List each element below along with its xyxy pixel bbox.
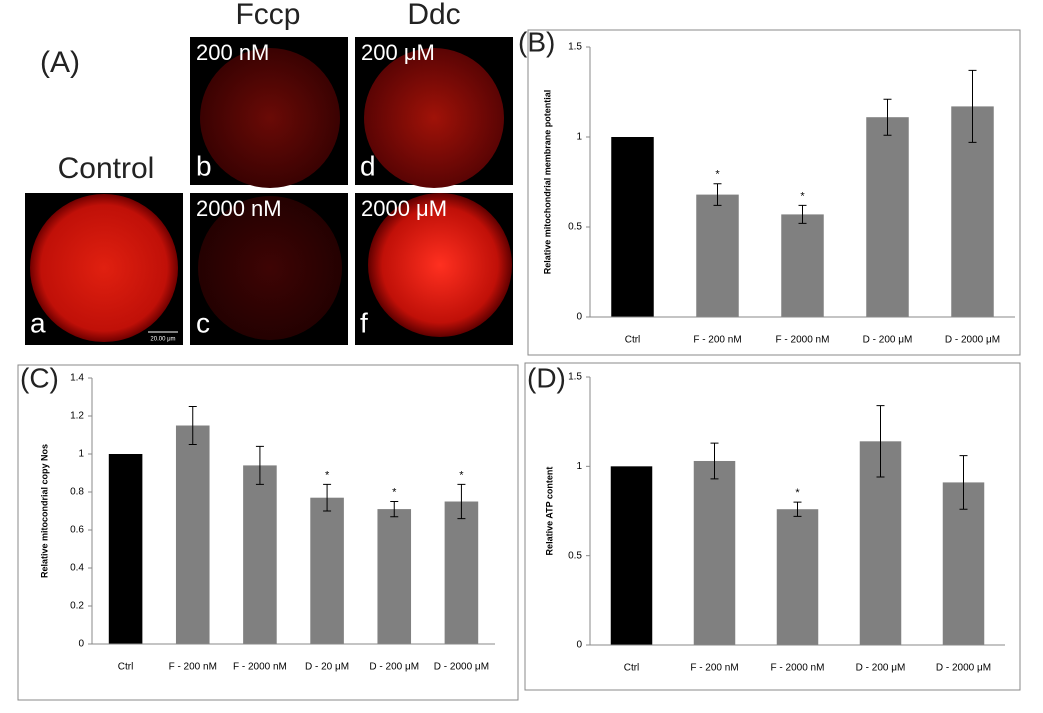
y-tick-label: 1.5 <box>568 372 582 383</box>
x-tick-label: D - 2000 μM <box>945 335 1000 346</box>
x-tick-label: F - 200 nM <box>169 662 217 673</box>
y-axis-title: Relative mitochondrial membrane potentia… <box>542 90 552 275</box>
significance-mark: * <box>800 190 805 202</box>
panel-label: (A) <box>40 46 80 79</box>
y-tick-label: 0 <box>576 640 582 651</box>
y-tick-label: 0.2 <box>70 601 84 612</box>
x-tick-label: D - 200 μM <box>856 663 906 674</box>
panel-frame <box>17 364 519 701</box>
x-tick-label: D - 200 μM <box>863 335 913 346</box>
bar <box>175 425 210 644</box>
error-bar <box>188 406 197 445</box>
bar <box>444 501 479 644</box>
y-axis-title: Relative mitocondrial copy Nos <box>39 444 49 578</box>
significance-mark: * <box>325 469 330 481</box>
x-tick-label: F - 200 nM <box>690 663 738 674</box>
y-tick-label: 0.5 <box>568 550 582 561</box>
error-bar <box>959 455 968 510</box>
error-bar <box>457 483 466 520</box>
image-a: 20.00 μm a <box>25 193 183 345</box>
image-letter: f <box>360 307 368 338</box>
panel-frame <box>524 362 1021 691</box>
x-tick-label: D - 2000 μM <box>434 662 489 673</box>
error-bar <box>968 69 977 143</box>
bar <box>776 509 819 645</box>
bar <box>310 497 344 644</box>
x-tick-label: Ctrl <box>624 663 640 674</box>
bar <box>243 465 277 644</box>
y-tick-label: 1.4 <box>70 373 84 384</box>
y-tick-label: 0.8 <box>70 487 84 498</box>
image-dose: 200 μM <box>361 40 435 65</box>
bar <box>610 466 653 645</box>
column-header: Ddc <box>407 0 460 31</box>
image-letter: a <box>30 307 46 338</box>
y-tick-label: 1 <box>576 461 582 472</box>
bar <box>781 214 824 317</box>
image-dose: 200 nM <box>196 40 269 65</box>
image-letter: d <box>360 150 376 181</box>
column-header: Fccp <box>235 0 300 31</box>
image-f: 2000 μM f <box>355 193 513 345</box>
x-tick-label: D - 200 μM <box>369 662 419 673</box>
image-dose: 2000 μM <box>361 196 447 221</box>
y-tick-label: 0.5 <box>568 222 582 233</box>
panel-label: (B) <box>518 26 555 57</box>
y-tick-label: 1.5 <box>568 42 582 53</box>
y-tick-label: 0.4 <box>70 563 84 574</box>
significance-mark: * <box>795 487 800 499</box>
scale-bar: 20.00 μm <box>150 337 175 343</box>
y-tick-label: 1 <box>576 132 582 143</box>
bar <box>611 137 654 317</box>
x-tick-label: D - 20 μM <box>305 662 349 673</box>
image-letter: c <box>196 307 210 338</box>
y-tick-label: 1 <box>78 449 84 460</box>
y-tick-label: 0 <box>576 312 582 323</box>
panel-frame <box>527 29 1021 356</box>
y-tick-label: 0 <box>78 639 84 650</box>
x-tick-label: Ctrl <box>118 662 134 673</box>
y-tick-label: 0.6 <box>70 525 84 536</box>
x-tick-label: D - 2000 μM <box>936 663 991 674</box>
image-b: 200 nM b <box>190 37 348 188</box>
bar <box>866 117 909 317</box>
bar <box>108 454 143 644</box>
x-tick-label: F - 2000 nM <box>776 335 830 346</box>
bar <box>693 460 736 645</box>
image-letter: b <box>196 150 212 181</box>
row-label: Control <box>58 152 155 185</box>
error-bar <box>793 501 802 517</box>
error-bar <box>798 204 807 224</box>
image-d: 200 μM d <box>355 37 513 188</box>
bar <box>377 509 412 644</box>
x-tick-label: F - 200 nM <box>693 335 741 346</box>
significance-mark: * <box>392 486 397 498</box>
x-tick-label: F - 2000 nM <box>233 662 287 673</box>
error-bar <box>713 183 722 206</box>
x-tick-label: Ctrl <box>625 335 641 346</box>
significance-mark: * <box>459 469 464 481</box>
error-bar <box>883 98 892 136</box>
panel-label: (C) <box>20 362 59 393</box>
error-bar <box>255 445 264 485</box>
error-bar <box>710 442 719 480</box>
error-bar <box>323 483 332 512</box>
image-dose: 2000 nM <box>196 196 282 221</box>
bar <box>696 194 739 317</box>
y-axis-title: Relative ATP content <box>544 467 554 556</box>
error-bar <box>876 405 885 478</box>
image-c: 2000 nM c <box>190 193 348 345</box>
significance-mark: * <box>715 169 720 181</box>
y-tick-label: 1.2 <box>70 411 84 422</box>
x-tick-label: F - 2000 nM <box>771 663 825 674</box>
error-bar <box>390 501 399 518</box>
panel-label: (D) <box>527 362 566 393</box>
